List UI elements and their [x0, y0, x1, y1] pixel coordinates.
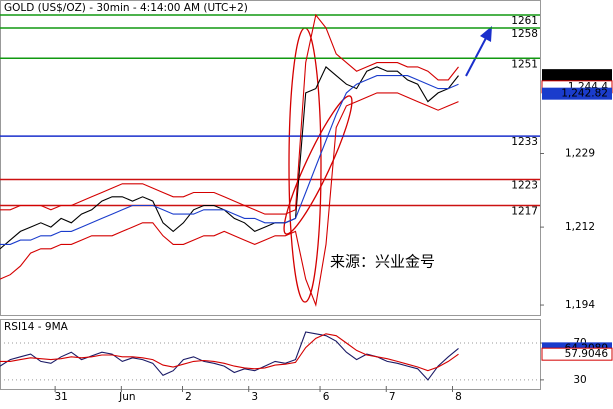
price-tag-label: 57.9046: [565, 348, 609, 360]
price-tag-label: 1,247.1: [568, 69, 608, 81]
price-tag: [542, 87, 612, 100]
series-line: [0, 92, 459, 308]
price-tag: [542, 69, 612, 82]
y-tick-label: 1,212: [565, 221, 595, 233]
highlight-ellipse: [283, 95, 353, 235]
x-tick-label: Jun: [118, 391, 135, 403]
level-label: 1258: [511, 28, 538, 40]
x-tick-label: 6: [323, 391, 330, 403]
rsi-title: RSI14 - 9MA: [4, 321, 69, 333]
chart-title: GOLD (US$/OZ) - 30min - 4:14:00 AM (UTC+…: [4, 2, 248, 14]
y-tick-label: 30: [573, 374, 586, 386]
y-tick-label: 1,194: [565, 299, 595, 311]
price-tag-label: 1,242.82: [561, 88, 608, 100]
x-tick-label: 2: [185, 391, 192, 403]
series-line: [0, 66, 459, 250]
level-label: 1251: [511, 58, 538, 70]
x-tick-label: 31: [54, 391, 67, 403]
x-tick-label: 7: [389, 391, 396, 403]
level-label: 1223: [511, 179, 538, 191]
annotation: 来源：兴业金号: [330, 253, 435, 271]
arrow-head: [480, 26, 492, 42]
price-tag: [541, 347, 613, 361]
rsi-panel: [0, 319, 541, 390]
y-tick-label: 1,229: [565, 148, 595, 160]
series-line: [0, 333, 459, 372]
x-tick-label: 3: [251, 391, 258, 403]
x-tick-label: 8: [455, 391, 462, 403]
level-label: 1217: [511, 205, 538, 217]
level-label: 1233: [511, 136, 538, 148]
level-label: 1261: [511, 15, 538, 27]
series-line: [0, 13, 459, 215]
series-line: [0, 75, 459, 245]
trend-arrow: [465, 37, 487, 77]
price-panel: [0, 0, 541, 316]
series-line: [0, 331, 459, 381]
